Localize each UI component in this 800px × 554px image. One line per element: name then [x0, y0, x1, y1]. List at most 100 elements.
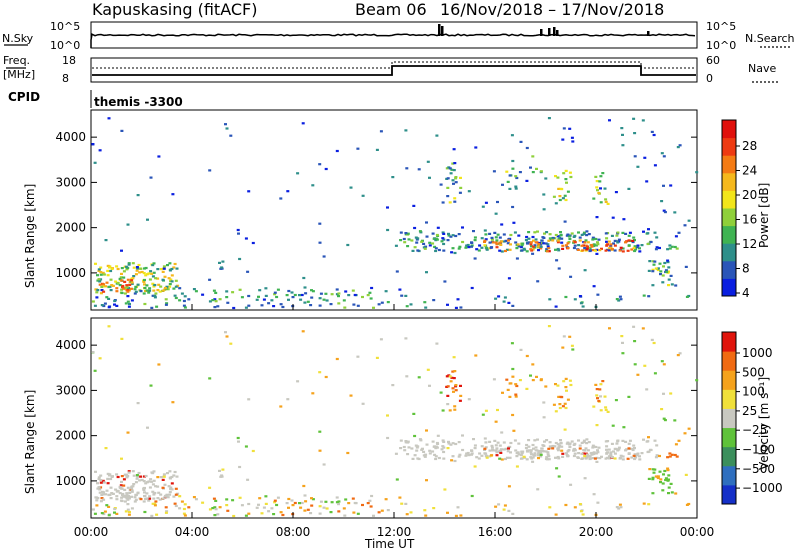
power-cell — [491, 241, 495, 244]
power-cell — [586, 241, 590, 244]
power-cell — [542, 236, 546, 239]
power-cell — [192, 288, 196, 291]
velocity-cell — [604, 457, 608, 460]
power-cell — [410, 239, 414, 242]
power-cell — [110, 284, 114, 287]
power-cell — [423, 247, 427, 250]
velocity-cell — [478, 452, 482, 455]
velocity-cell — [599, 395, 602, 398]
power-cell — [608, 119, 611, 122]
power-cell — [480, 246, 484, 249]
power-cell — [115, 304, 119, 307]
power-cell — [670, 283, 674, 286]
freq-label: Freq. — [3, 54, 30, 67]
power-cell — [122, 276, 126, 279]
power-cell — [352, 303, 356, 306]
power-cell — [447, 232, 450, 235]
power-cell — [548, 233, 552, 236]
power-cell — [125, 284, 129, 287]
velocity-cell — [583, 455, 587, 458]
velocity-cell — [613, 447, 617, 450]
velocity-cell — [414, 444, 418, 447]
power-cell — [135, 266, 139, 269]
velocity-cell — [661, 482, 665, 485]
velocity-cell — [531, 453, 535, 456]
power-cell — [152, 262, 156, 265]
power-cell — [166, 288, 170, 291]
velocity-cell — [611, 456, 614, 459]
colorbar-swatch — [722, 208, 736, 227]
power-cell — [120, 288, 124, 291]
time-axis-label: Time UT — [364, 537, 415, 551]
velocity-cell — [144, 482, 148, 485]
velocity-cell — [187, 506, 191, 509]
power-cell — [539, 243, 543, 246]
velocity-cell — [105, 489, 109, 492]
power-cell — [593, 249, 597, 252]
power-cell — [564, 169, 568, 172]
power-cell — [506, 180, 510, 183]
power-cell — [98, 280, 102, 283]
velocity-cell — [143, 486, 146, 490]
power-cell — [539, 247, 543, 250]
power-cell — [510, 134, 514, 137]
power-cell — [167, 277, 171, 280]
power-cell — [95, 296, 99, 299]
colorbar-tick-label: 25 — [742, 404, 757, 418]
power-cell — [666, 248, 670, 251]
power-cell — [595, 216, 599, 219]
velocity-cell — [542, 416, 546, 419]
power-cell — [318, 241, 322, 244]
velocity-cell — [353, 501, 357, 505]
power-cell — [116, 281, 120, 284]
velocity-cell — [132, 483, 136, 486]
velocity-cell — [115, 495, 119, 498]
velocity-cell — [662, 417, 666, 420]
power-cell — [275, 295, 279, 299]
velocity-cell — [96, 482, 99, 485]
power-cell — [391, 176, 395, 179]
power-cell — [247, 304, 251, 307]
velocity-cell — [647, 503, 651, 506]
power-cell — [96, 279, 100, 282]
colorbar-swatch — [722, 260, 736, 279]
power-cell — [674, 284, 678, 287]
velocity-cell — [621, 439, 625, 442]
power-cell — [656, 267, 660, 270]
velocity-cell — [130, 495, 133, 498]
power-cell — [502, 300, 506, 303]
velocity-cell — [507, 446, 511, 449]
velocity-cell — [152, 497, 156, 500]
velocity-cell — [561, 452, 565, 455]
velocity-cell — [622, 426, 626, 429]
velocity-cell — [136, 475, 140, 478]
power-cell — [643, 156, 647, 159]
velocity-cell — [658, 454, 661, 458]
velocity-cell — [509, 451, 512, 454]
velocity-cell — [154, 485, 158, 488]
velocity-cell — [544, 450, 548, 453]
velocity-cell — [128, 491, 132, 494]
nave-tick-top: 60 — [706, 54, 720, 67]
velocity-cell — [490, 454, 494, 457]
power-cell — [530, 249, 534, 252]
velocity-cell — [613, 452, 617, 455]
power-cell — [633, 249, 637, 253]
velocity-cell — [225, 504, 229, 507]
power-cell — [127, 263, 131, 266]
power-cell — [151, 282, 155, 285]
power-cell — [615, 298, 619, 301]
velocity-cell — [580, 441, 584, 444]
velocity-cell — [595, 394, 599, 397]
power-cell — [617, 238, 621, 241]
power-cell — [225, 296, 229, 299]
velocity-cell — [454, 385, 458, 388]
velocity-cell — [536, 488, 540, 491]
velocity-cell — [450, 376, 454, 379]
power-cell — [285, 294, 289, 297]
power-cell — [604, 198, 608, 201]
velocity-cell — [649, 448, 653, 452]
power-cell — [356, 304, 360, 307]
velocity-cell — [632, 444, 636, 447]
velocity-cell — [109, 486, 113, 489]
